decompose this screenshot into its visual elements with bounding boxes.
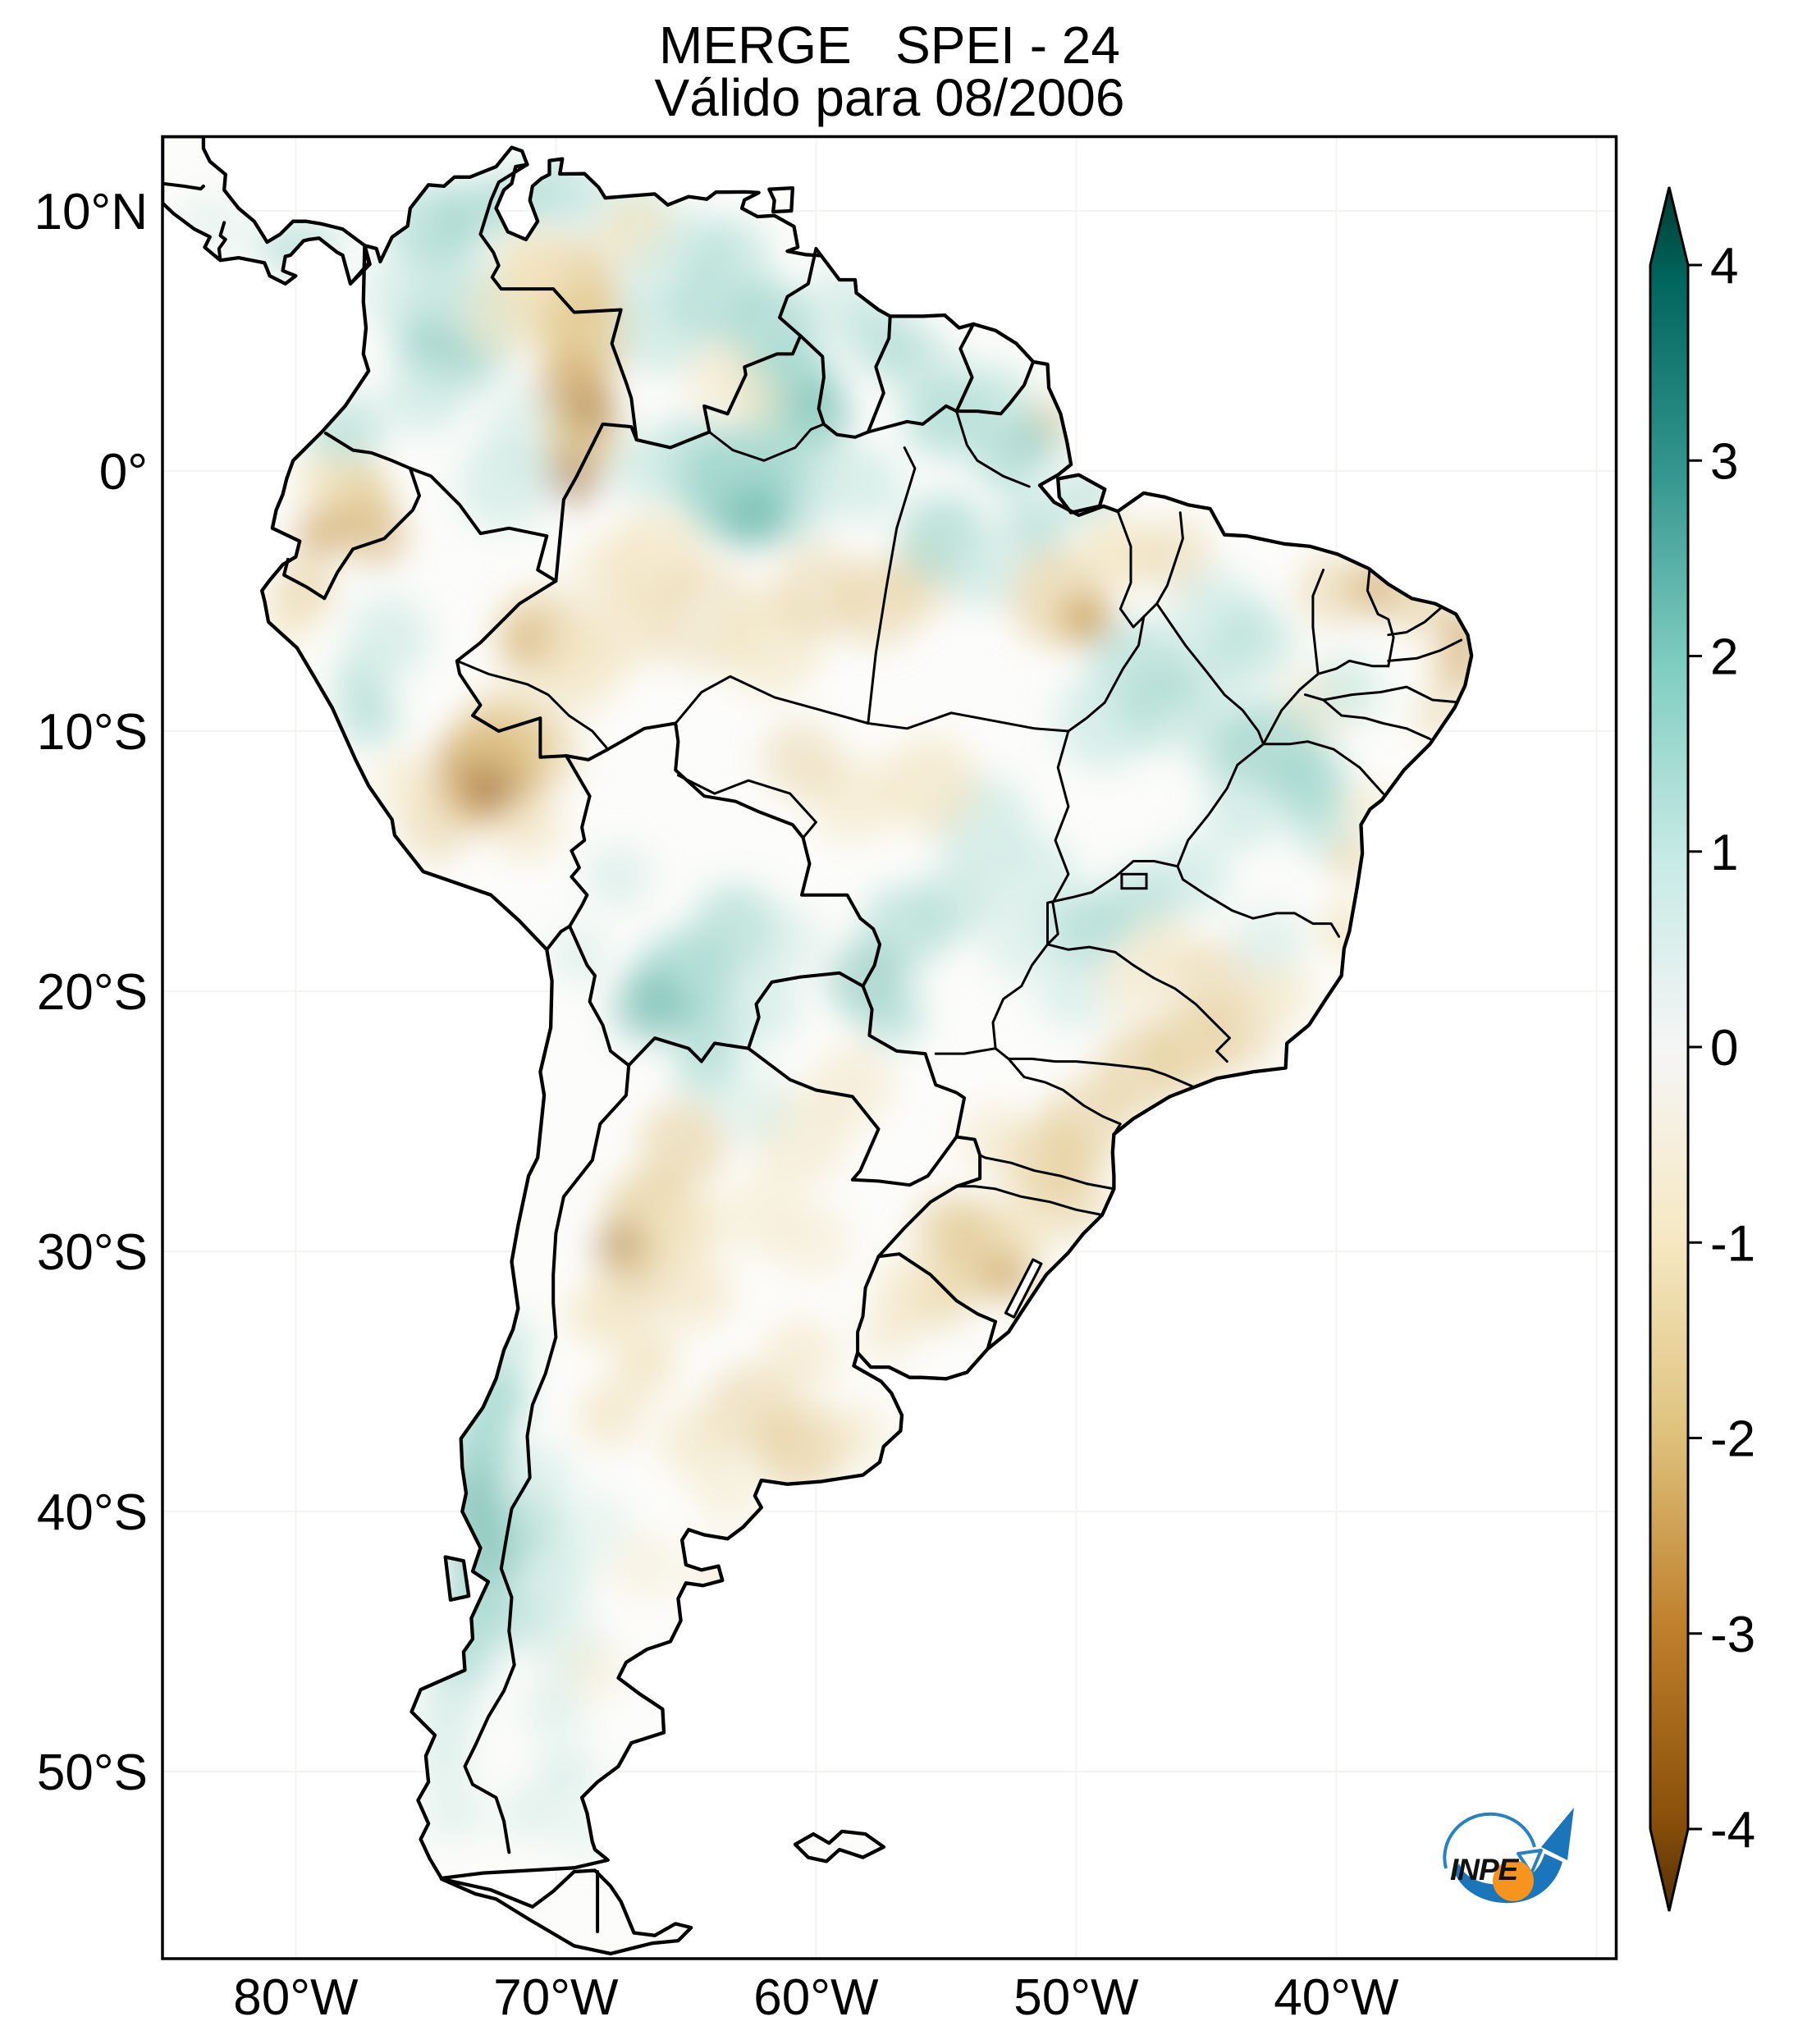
svg-text:20°S: 20°S (37, 964, 148, 1021)
svg-text:0: 0 (1710, 1020, 1738, 1077)
svg-text:2: 2 (1710, 629, 1738, 686)
svg-text:60°W: 60°W (753, 1969, 879, 2026)
svg-text:-3: -3 (1710, 1607, 1755, 1663)
svg-text:50°S: 50°S (37, 1744, 148, 1801)
svg-text:40°W: 40°W (1274, 1969, 1399, 2026)
svg-text:10°S: 10°S (37, 704, 148, 761)
svg-text:Válido para 08/2006: Válido para 08/2006 (655, 68, 1125, 127)
svg-text:MERGE SPEI - 24: MERGE SPEI - 24 (659, 16, 1120, 75)
svg-text:30°S: 30°S (37, 1224, 148, 1281)
svg-text:INPE: INPE (1450, 1853, 1520, 1886)
svg-text:-2: -2 (1710, 1411, 1755, 1468)
svg-text:4: 4 (1710, 238, 1738, 295)
svg-text:3: 3 (1710, 433, 1738, 490)
svg-text:70°W: 70°W (493, 1969, 619, 2026)
svg-text:1: 1 (1710, 825, 1738, 881)
svg-text:-4: -4 (1710, 1802, 1755, 1859)
svg-text:0°: 0° (99, 444, 148, 501)
svg-text:-1: -1 (1710, 1215, 1755, 1272)
svg-text:40°S: 40°S (37, 1484, 148, 1541)
svg-text:10°N: 10°N (34, 184, 148, 240)
svg-text:80°W: 80°W (233, 1969, 359, 2026)
svg-text:50°W: 50°W (1013, 1969, 1139, 2026)
